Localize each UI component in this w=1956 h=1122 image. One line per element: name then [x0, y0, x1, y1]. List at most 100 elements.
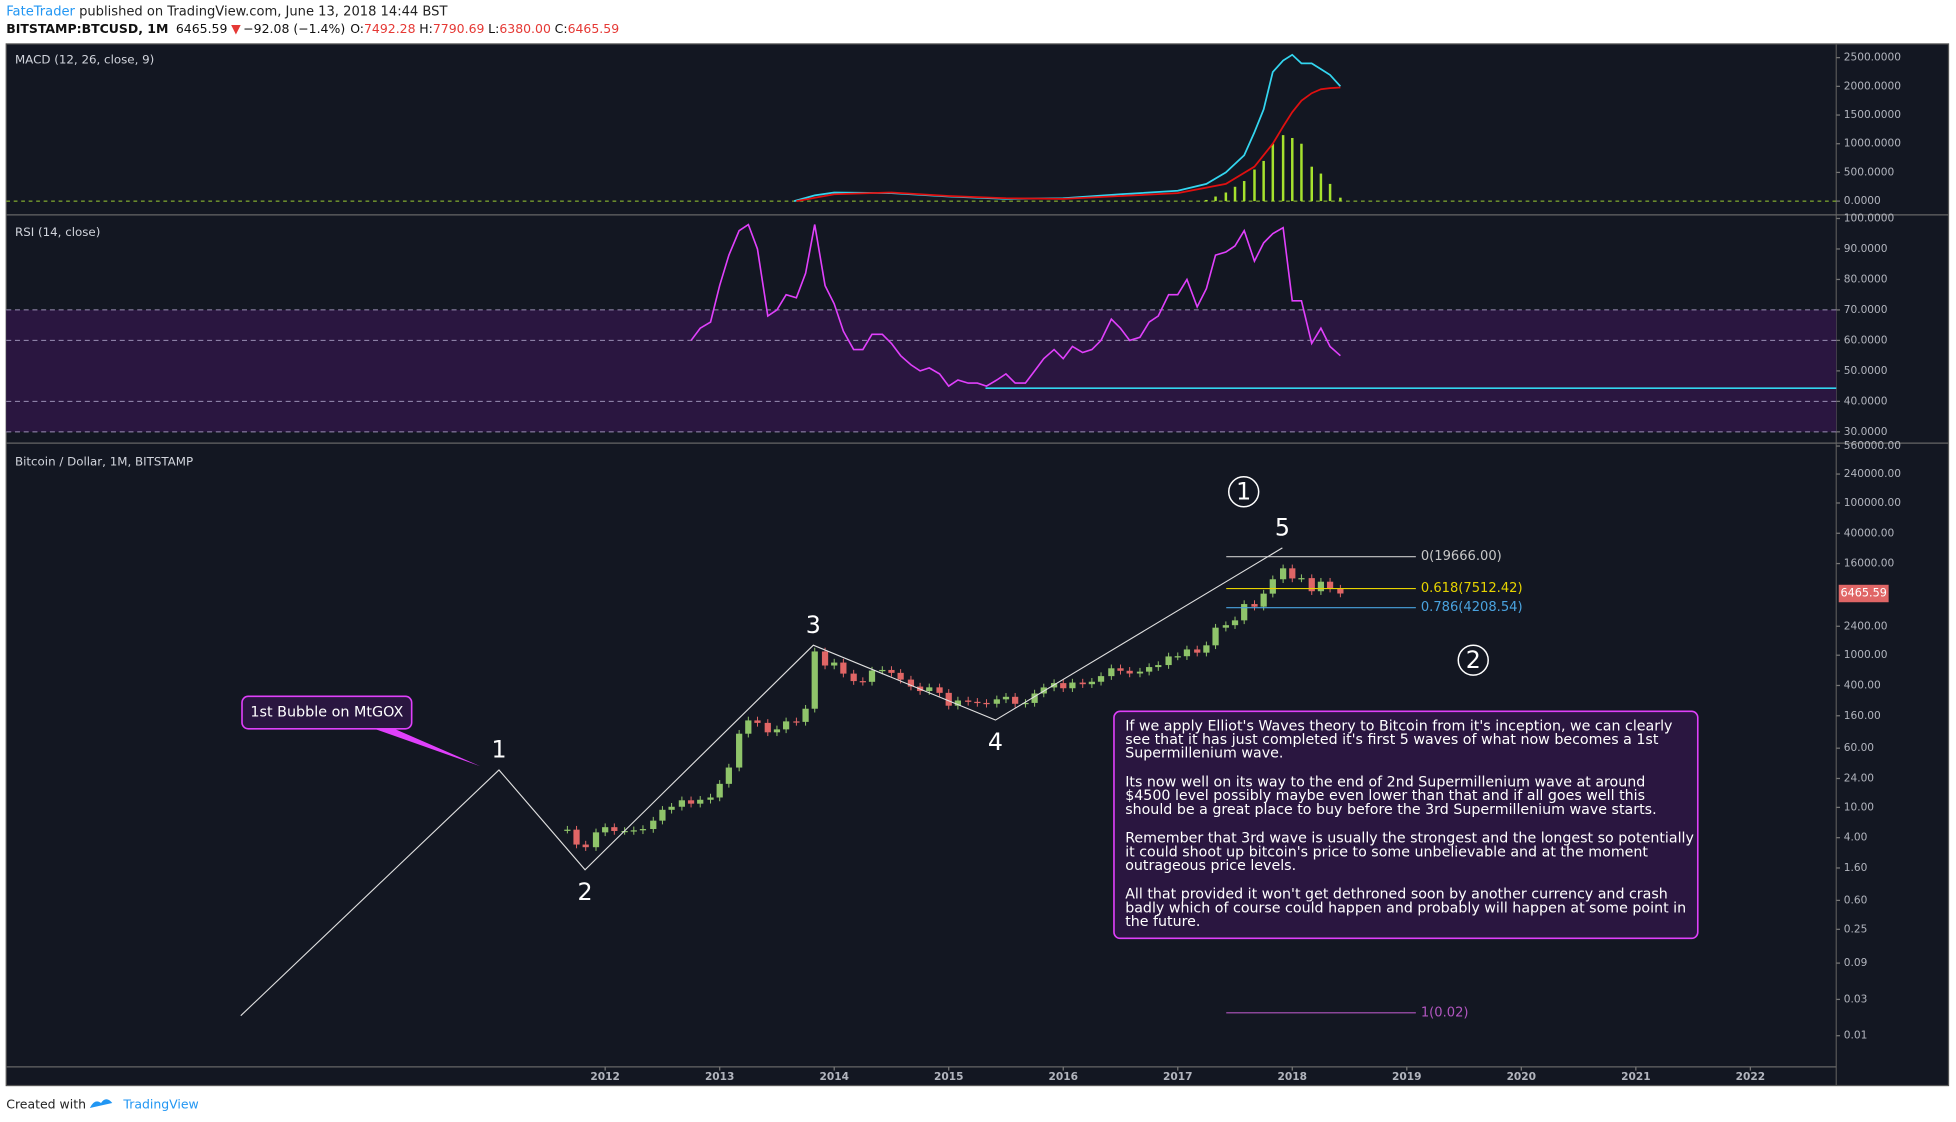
- ohlc-value: 6380.00: [499, 20, 551, 35]
- candle: [926, 687, 933, 692]
- candle: [1326, 581, 1334, 589]
- candle: [868, 670, 876, 682]
- candle: [983, 702, 990, 705]
- candle: [840, 662, 847, 674]
- cycle-circle: [1457, 644, 1489, 676]
- note-line: Supermillenium wave.: [1125, 746, 1283, 762]
- wave-label: 1: [491, 736, 506, 764]
- y-tick-label: 1500.0000: [1844, 109, 1902, 121]
- symbol: BITSTAMP:BTCUSD, 1M: [6, 20, 168, 35]
- fib-label: 0(19666.00): [1421, 549, 1502, 564]
- note-line: All that provided it won't get dethroned…: [1125, 887, 1668, 903]
- candle: [611, 827, 618, 831]
- candle: [954, 700, 962, 706]
- footer-brand[interactable]: TradingView: [122, 1096, 198, 1111]
- author[interactable]: FateTrader: [6, 4, 75, 19]
- candle: [850, 673, 857, 682]
- candle: [1212, 627, 1219, 646]
- wave-label: 2: [578, 878, 593, 906]
- cycle-label: 2: [1466, 646, 1481, 674]
- candle: [630, 830, 637, 832]
- candle: [888, 669, 895, 673]
- plot-layer: 0.0000 500.0000 1000.0000 1500.0000 2000.000…: [6, 52, 1901, 1083]
- candle: [993, 699, 1000, 704]
- candle: [592, 832, 600, 848]
- candle: [965, 700, 972, 702]
- note-line: it could shoot up bitcoin's price to som…: [1125, 844, 1648, 860]
- footer-created: Created with: [6, 1096, 86, 1111]
- macd-histogram-bar: [1281, 135, 1285, 202]
- candle: [831, 662, 838, 666]
- y-tick-label: 30.0000: [1844, 426, 1888, 438]
- ohlc-value: 6465.59: [568, 20, 620, 35]
- ohlc-value: 7492.28: [364, 20, 416, 35]
- macd-histogram-bar: [1262, 160, 1265, 202]
- cycle-label: 1: [1236, 478, 1251, 506]
- candle: [802, 708, 809, 722]
- candle: [1308, 578, 1315, 592]
- candle: [687, 800, 695, 804]
- candle: [650, 820, 657, 830]
- arrow: ▼: [231, 20, 241, 35]
- candle: [1069, 682, 1076, 689]
- candle: [1060, 683, 1067, 689]
- candle: [745, 720, 752, 734]
- candle: [1203, 645, 1210, 653]
- ohlc-value: 7790.69: [433, 20, 485, 35]
- y-tick-label: 2400.00: [1844, 620, 1888, 632]
- cycle-circle: [1227, 476, 1260, 508]
- candle: [1108, 668, 1115, 677]
- last: 6465.59: [176, 20, 228, 35]
- price-title: Bitcoin / Dollar, 1M, BITSTAMP: [15, 454, 193, 468]
- y-tick-label: 500.0000: [1844, 166, 1895, 178]
- candle: [1022, 702, 1029, 705]
- candle: [1146, 667, 1153, 672]
- candle: [936, 687, 943, 693]
- header-line: FateTrader published on TradingView.com,…: [6, 4, 448, 19]
- candle: [764, 722, 771, 733]
- candle: [1317, 581, 1325, 592]
- brand-logo: [89, 1099, 113, 1109]
- last-price-tag: [1838, 584, 1889, 603]
- note-line: $4500 level possibly maybe even lower th…: [1125, 788, 1645, 804]
- candle: [1088, 681, 1095, 685]
- x-tick-label: 2022: [1736, 1071, 1766, 1083]
- note-line: badly which of course could happen and p…: [1125, 900, 1686, 916]
- x-tick-label: 2020: [1507, 1071, 1537, 1083]
- candle: [821, 651, 829, 666]
- macd-histogram-bar: [1271, 143, 1275, 202]
- macd-line: [796, 86, 1341, 202]
- candle: [678, 800, 686, 807]
- y-tick-label: 100000.00: [1844, 497, 1902, 509]
- y-tick-label: 0.25: [1844, 923, 1868, 935]
- rsi-title: RSI (14, close): [15, 225, 100, 239]
- wave-label: 4: [988, 728, 1003, 756]
- candle: [736, 733, 743, 768]
- macd-histogram-bar: [1310, 166, 1313, 202]
- candle: [1269, 579, 1276, 594]
- note-box: [1113, 710, 1699, 940]
- macd-histogram-bar: [1224, 192, 1228, 202]
- macd-histogram-bar: [1291, 137, 1294, 202]
- y-tick-label: 50.0000: [1844, 365, 1888, 377]
- candle: [621, 830, 628, 833]
- symbol-line: BITSTAMP:BTCUSD, 1M 6465.59 ▼ −92.08 (−1.4%…: [6, 20, 619, 35]
- candle: [897, 672, 904, 680]
- note-line: outrageous price levels.: [1125, 858, 1296, 874]
- candle: [811, 651, 818, 709]
- candle: [793, 721, 800, 723]
- candle: [1280, 568, 1287, 580]
- y-tick-label: 16000.00: [1844, 558, 1895, 570]
- candle: [1298, 578, 1305, 580]
- y-tick-label: 4.00: [1844, 832, 1868, 844]
- candle: [1260, 593, 1267, 607]
- candle: [668, 806, 675, 810]
- wave-label: 5: [1275, 514, 1290, 542]
- macd-histogram-bar: [1300, 143, 1303, 202]
- candle: [659, 809, 666, 821]
- change: −92.08 (−1.4%): [243, 20, 345, 35]
- ohlc-key: C:: [555, 20, 568, 35]
- candle: [1126, 670, 1133, 674]
- candle: [1183, 649, 1191, 657]
